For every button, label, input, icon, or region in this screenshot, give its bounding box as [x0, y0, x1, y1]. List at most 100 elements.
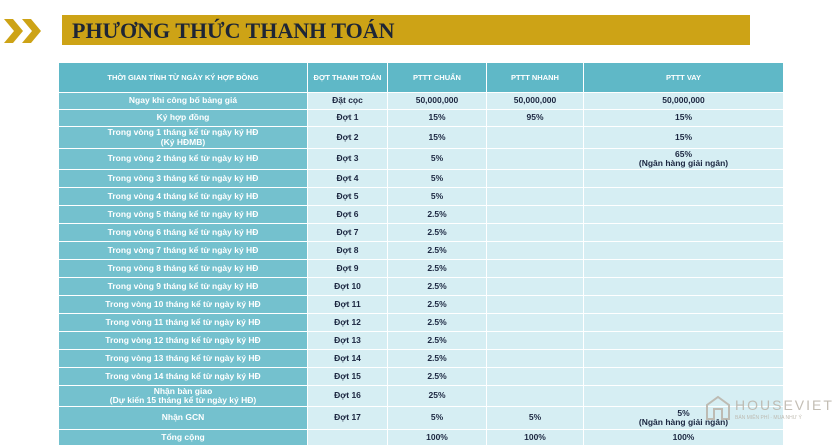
- cell: 5%: [387, 169, 487, 188]
- cell: [486, 187, 584, 206]
- cell: 2.5%: [387, 277, 487, 296]
- column-header: ĐỢT THANH TOÁN: [307, 62, 388, 93]
- cell: Đợt 4: [307, 169, 388, 188]
- cell: [486, 126, 584, 149]
- cell: [486, 223, 584, 242]
- cell: [486, 241, 584, 260]
- cell: [486, 313, 584, 332]
- table-row: Tổng cộng 100% 100% 100%: [58, 429, 784, 446]
- cell: [486, 385, 584, 407]
- cell: Trong vòng 6 tháng kể từ ngày ký HĐ: [58, 223, 308, 242]
- cell: [583, 241, 784, 260]
- cell: Đợt 7: [307, 223, 388, 242]
- cell: Trong vòng 7 tháng kể từ ngày ký HĐ: [58, 241, 308, 260]
- cell: [583, 385, 784, 407]
- cell: 2.5%: [387, 313, 487, 332]
- cell: [583, 349, 784, 368]
- cell: 2.5%: [387, 241, 487, 260]
- table-row: Trong vòng 13 tháng kể từ ngày ký HĐ Đợt …: [58, 349, 784, 368]
- cell: Đợt 8: [307, 241, 388, 260]
- cell: 100%: [583, 429, 784, 446]
- title-bar: PHƯƠNG THỨC THANH TOÁN: [62, 15, 750, 45]
- cell: [486, 259, 584, 278]
- cell: Đợt 12: [307, 313, 388, 332]
- cell: [583, 169, 784, 188]
- cell: Đợt 17: [307, 406, 388, 430]
- cell: Đợt 15: [307, 367, 388, 386]
- column-header: THỜI GIAN TÍNH TỪ NGÀY KÝ HỢP ĐỒNG: [58, 62, 308, 93]
- cell: Đợt 9: [307, 259, 388, 278]
- cell: [583, 259, 784, 278]
- cell: Ký hợp đồng: [58, 109, 308, 127]
- cell: 5%: [387, 148, 487, 170]
- cell: Trong vòng 13 tháng kể từ ngày ký HĐ: [58, 349, 308, 368]
- cell: 2.5%: [387, 295, 487, 314]
- cell: Đợt 1: [307, 109, 388, 127]
- cell: [583, 313, 784, 332]
- table-row: Trong vòng 4 tháng kể từ ngày ký HĐ Đợt 5…: [58, 187, 784, 206]
- cell: Trong vòng 10 tháng kể từ ngày ký HĐ: [58, 295, 308, 314]
- cell: 2.5%: [387, 367, 487, 386]
- cell: 100%: [387, 429, 487, 446]
- cell: 5% (Ngân hàng giải ngân): [583, 406, 784, 430]
- table-row: Ký hợp đồng Đợt 1 15% 95% 15%: [58, 109, 784, 127]
- cell: Trong vòng 14 tháng kể từ ngày ký HĐ: [58, 367, 308, 386]
- cell: [486, 169, 584, 188]
- title: PHƯƠNG THỨC THANH TOÁN: [72, 18, 395, 43]
- cell: Đợt 14: [307, 349, 388, 368]
- cell: 50,000,000: [486, 92, 584, 110]
- cell: 2.5%: [387, 223, 487, 242]
- cell: Tổng cộng: [58, 429, 308, 446]
- cell: Trong vòng 12 tháng kể từ ngày ký HĐ: [58, 331, 308, 350]
- cell: [583, 205, 784, 224]
- cell: [583, 223, 784, 242]
- table-row: Trong vòng 14 tháng kể từ ngày ký HĐ Đợt …: [58, 367, 784, 386]
- table-row: Trong vòng 2 tháng kể từ ngày ký HĐ Đợt 3…: [58, 148, 784, 170]
- cell: Trong vòng 5 tháng kể từ ngày ký HĐ: [58, 205, 308, 224]
- table-row: Ngay khi công bố bảng giá Đặt cọc 50,000,0…: [58, 92, 784, 110]
- cell: Đợt 13: [307, 331, 388, 350]
- payment-table: THỜI GIAN TÍNH TỪ NGÀY KÝ HỢP ĐỒNG ĐỢT TH…: [58, 62, 784, 446]
- cell: Trong vòng 9 tháng kể từ ngày ký HĐ: [58, 277, 308, 296]
- cell: [486, 367, 584, 386]
- brand: HOUSEVIET: [735, 397, 834, 413]
- column-header: PTTT VAY: [583, 62, 784, 93]
- cell: Đợt 5: [307, 187, 388, 206]
- cell: [486, 205, 584, 224]
- cell: [486, 295, 584, 314]
- cell: [583, 331, 784, 350]
- column-header: PTTT NHANH: [486, 62, 584, 93]
- cell: Trong vòng 2 tháng kể từ ngày ký HĐ: [58, 148, 308, 170]
- cell: 5%: [486, 406, 584, 430]
- cell: 65% (Ngân hàng giải ngân): [583, 148, 784, 170]
- cell: Đợt 2: [307, 126, 388, 149]
- table-row: Trong vòng 8 tháng kể từ ngày ký HĐ Đợt 9…: [58, 259, 784, 278]
- table-row: Trong vòng 9 tháng kể từ ngày ký HĐ Đợt 1…: [58, 277, 784, 296]
- cell: [583, 277, 784, 296]
- cell: [583, 367, 784, 386]
- table-row: Trong vòng 11 tháng kể từ ngày ký HĐ Đợt …: [58, 313, 784, 332]
- cell: [583, 295, 784, 314]
- cell: Nhận bàn giao (Dự kiến 15 tháng kể từ ng…: [58, 385, 308, 407]
- table-row: Trong vòng 10 tháng kể từ ngày ký HĐ Đợt …: [58, 295, 784, 314]
- cell: Đợt 10: [307, 277, 388, 296]
- cell: [486, 331, 584, 350]
- cell: 50,000,000: [583, 92, 784, 110]
- table-row: Trong vòng 12 tháng kể từ ngày ký HĐ Đợt …: [58, 331, 784, 350]
- table-row: Trong vòng 3 tháng kể từ ngày ký HĐ Đợt 4…: [58, 169, 784, 188]
- table-row: Trong vòng 6 tháng kể từ ngày ký HĐ Đợt 7…: [58, 223, 784, 242]
- table-row: Nhận GCN Đợt 17 5% 5% 5% (Ngân hàng giải ngâ…: [58, 406, 784, 430]
- cell: 5%: [387, 187, 487, 206]
- logo: [706, 395, 730, 420]
- chevrons: [4, 19, 41, 43]
- cell: [486, 349, 584, 368]
- cell: Đợt 3: [307, 148, 388, 170]
- cell: 15%: [583, 109, 784, 127]
- table-row: Trong vòng 1 tháng kể từ ngày ký HĐ (Ký …: [58, 126, 784, 149]
- cell: [486, 148, 584, 170]
- cell: 95%: [486, 109, 584, 127]
- cell: [307, 429, 388, 446]
- cell: Trong vòng 4 tháng kể từ ngày ký HĐ: [58, 187, 308, 206]
- cell: 25%: [387, 385, 487, 407]
